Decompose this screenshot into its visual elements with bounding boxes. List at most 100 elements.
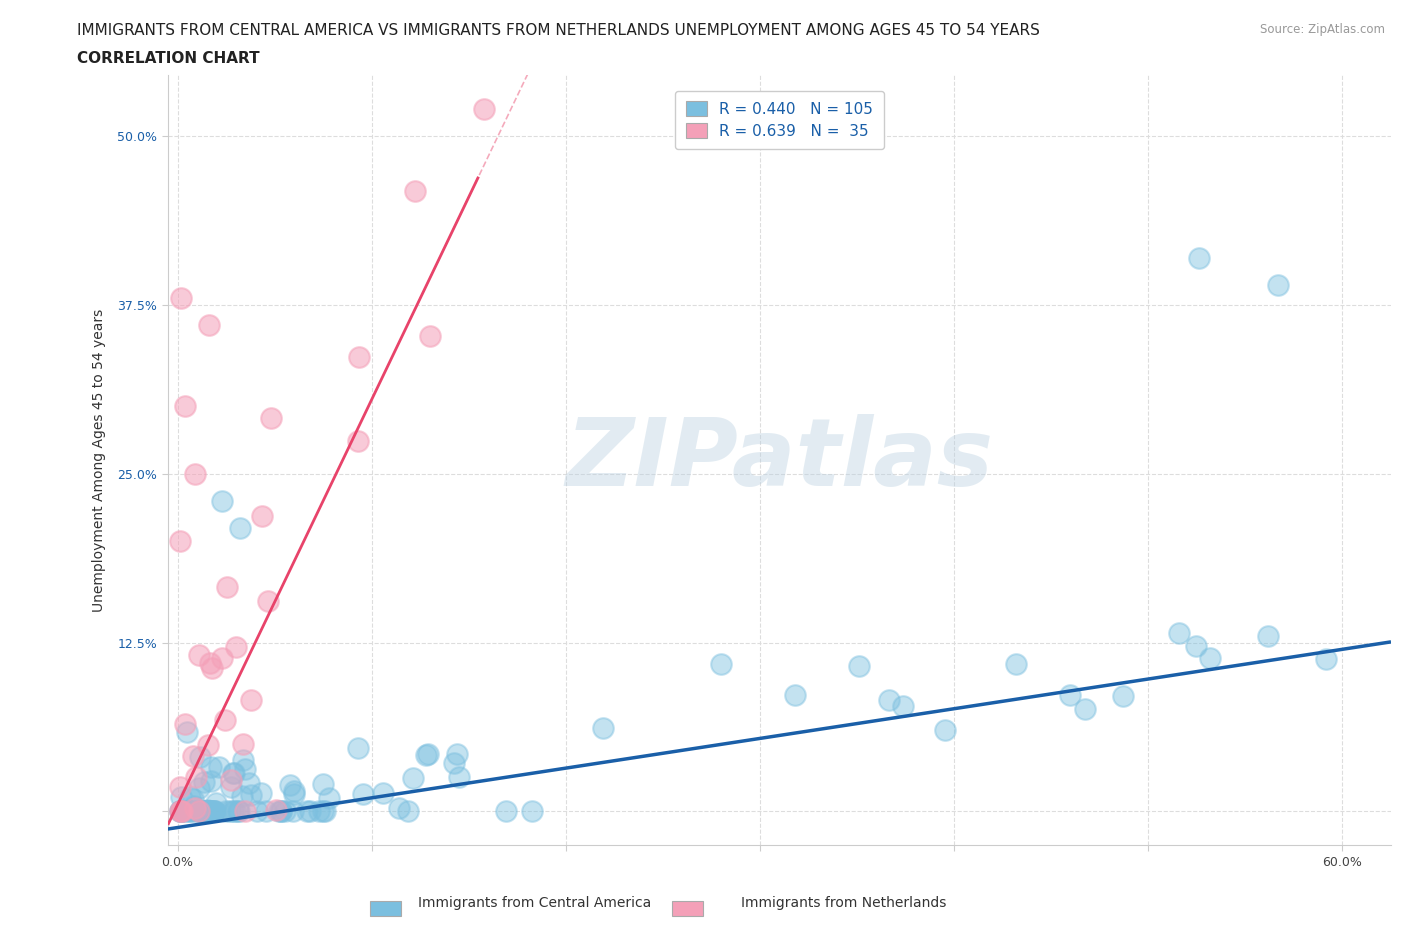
Point (308, 804, 330, 818)
Point (195, 804, 218, 818)
Point (201, 660, 224, 675)
Point (281, 804, 304, 818)
Point (1167, 626, 1189, 641)
Point (211, 651, 233, 666)
Point (419, 328, 441, 343)
Point (260, 411, 283, 426)
Point (238, 776, 260, 790)
Point (1199, 650, 1222, 665)
Point (233, 762, 256, 777)
Point (198, 804, 221, 818)
Point (1185, 639, 1208, 654)
Point (202, 804, 225, 818)
Point (226, 804, 249, 818)
Point (352, 787, 374, 802)
Point (246, 804, 269, 818)
Point (1005, 657, 1028, 671)
Point (224, 765, 246, 780)
Point (172, 804, 194, 818)
Point (173, 804, 195, 818)
Point (169, 534, 191, 549)
Point (202, 804, 225, 818)
Point (218, 804, 240, 818)
Point (267, 804, 290, 818)
Point (173, 399, 195, 414)
Point (204, 804, 226, 818)
Text: Source: ZipAtlas.com: Source: ZipAtlas.com (1260, 23, 1385, 36)
Point (225, 640, 247, 655)
Point (193, 804, 215, 818)
Point (184, 466, 207, 481)
Point (891, 698, 914, 713)
Point (198, 318, 221, 333)
Point (221, 765, 243, 780)
Point (224, 804, 246, 818)
Point (231, 789, 253, 804)
Point (1257, 629, 1279, 644)
Text: ZIPatlas: ZIPatlas (565, 414, 994, 506)
Point (274, 804, 297, 818)
Point (312, 777, 335, 791)
Point (396, 804, 419, 818)
Point (169, 779, 191, 794)
Point (170, 291, 193, 306)
Point (214, 713, 236, 728)
Point (188, 750, 211, 764)
Point (194, 804, 217, 818)
Point (283, 783, 305, 798)
Point (221, 772, 243, 787)
Point (169, 804, 191, 818)
Point (270, 804, 292, 818)
Point (215, 579, 238, 594)
Point (848, 658, 870, 673)
Point (176, 724, 198, 739)
Text: IMMIGRANTS FROM CENTRAL AMERICA VS IMMIGRANTS FROM NETHERLANDS UNEMPLOYMENT AMON: IMMIGRANTS FROM CENTRAL AMERICA VS IMMIG… (77, 23, 1040, 38)
Point (592, 721, 614, 736)
Point (270, 804, 292, 818)
Point (208, 760, 231, 775)
Point (170, 804, 193, 818)
Point (193, 775, 215, 790)
Point (205, 795, 228, 810)
Point (446, 747, 468, 762)
Point (193, 804, 215, 818)
Point (200, 804, 222, 818)
Point (200, 804, 222, 818)
Point (195, 803, 218, 817)
Point (250, 786, 273, 801)
Point (202, 804, 225, 818)
Point (186, 769, 208, 784)
Point (783, 687, 806, 702)
Point (347, 740, 370, 755)
Point (169, 804, 191, 818)
Point (233, 804, 256, 818)
Point (198, 656, 221, 671)
Point (934, 723, 956, 737)
Point (240, 787, 263, 802)
Y-axis label: Unemployment Among Ages 45 to 54 years: Unemployment Among Ages 45 to 54 years (93, 309, 107, 612)
Point (188, 804, 211, 818)
Point (232, 752, 254, 767)
Point (402, 771, 425, 786)
Point (179, 790, 201, 804)
Point (200, 760, 222, 775)
Point (174, 716, 197, 731)
Point (520, 804, 543, 818)
Point (219, 780, 242, 795)
Point (298, 804, 321, 818)
Point (264, 803, 287, 817)
Point (188, 647, 211, 662)
Point (346, 433, 368, 448)
Point (371, 786, 394, 801)
Legend: R = 0.440   N = 105, R = 0.639   N =  35: R = 0.440 N = 105, R = 0.639 N = 35 (675, 91, 884, 150)
Point (170, 804, 193, 818)
Point (312, 804, 335, 818)
Point (495, 804, 517, 818)
Point (415, 748, 437, 763)
Point (297, 804, 319, 818)
Point (170, 804, 193, 818)
Point (250, 509, 273, 524)
Point (183, 799, 205, 814)
Point (254, 804, 277, 818)
Point (188, 804, 211, 818)
